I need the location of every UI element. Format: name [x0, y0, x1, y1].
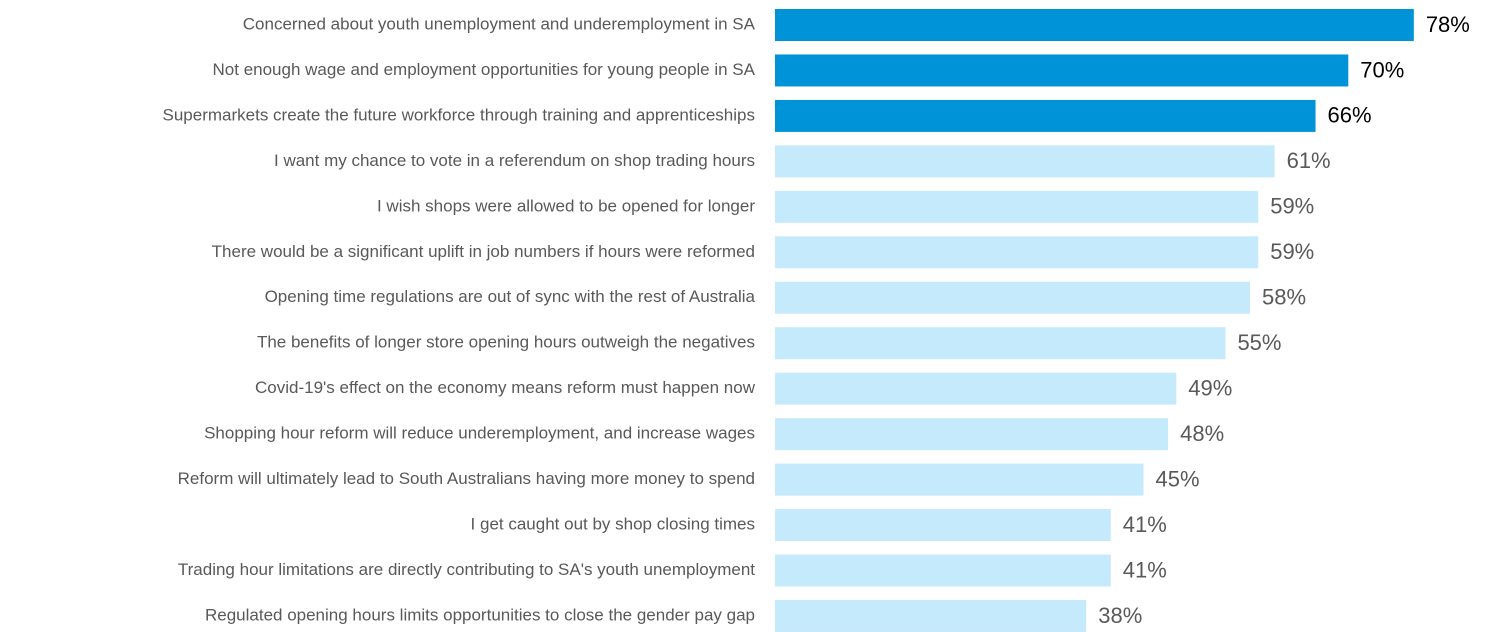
value-label: 59% — [1270, 194, 1314, 219]
bar — [775, 54, 1349, 87]
value-label: 38% — [1098, 603, 1142, 628]
category-label: There would be a significant uplift in j… — [212, 242, 755, 261]
category-label: Not enough wage and employment opportuni… — [213, 60, 756, 79]
category-label: I want my chance to vote in a referendum… — [274, 151, 755, 170]
bar — [775, 463, 1144, 496]
value-label: 48% — [1180, 421, 1224, 446]
bar — [775, 281, 1251, 314]
bar — [775, 145, 1275, 178]
category-label: Regulated opening hours limits opportuni… — [205, 605, 755, 624]
value-label: 58% — [1262, 285, 1306, 310]
category-label: The benefits of longer store opening hou… — [257, 333, 755, 352]
bar — [775, 554, 1111, 587]
value-label: 78% — [1426, 12, 1470, 37]
value-label: 66% — [1328, 103, 1372, 128]
bar — [775, 9, 1414, 41]
value-label: 55% — [1237, 330, 1281, 355]
category-label: I wish shops were allowed to be opened f… — [377, 196, 755, 215]
category-label: Covid-19's effect on the economy means r… — [255, 378, 756, 397]
category-label: Shopping hour reform will reduce underem… — [204, 424, 755, 443]
bar — [775, 327, 1226, 360]
category-label: I get caught out by shop closing times — [471, 515, 755, 534]
category-label: Reform will ultimately lead to South Aus… — [178, 469, 755, 488]
value-label: 41% — [1123, 557, 1167, 582]
category-label: Opening time regulations are out of sync… — [265, 287, 756, 306]
value-label: 70% — [1360, 57, 1404, 82]
bar — [775, 236, 1259, 269]
value-label: 49% — [1188, 375, 1232, 400]
value-label: 41% — [1123, 512, 1167, 537]
value-label: 45% — [1156, 466, 1200, 491]
bar — [775, 418, 1169, 451]
category-label: Concerned about youth unemployment and u… — [243, 14, 756, 33]
category-label: Supermarkets create the future workforce… — [163, 105, 756, 124]
bar — [775, 372, 1177, 405]
bar — [775, 190, 1259, 223]
value-label: 61% — [1287, 148, 1331, 173]
category-label: Trading hour limitations are directly co… — [178, 560, 755, 579]
bar — [775, 509, 1111, 542]
value-label: 59% — [1270, 239, 1314, 264]
bar — [775, 99, 1316, 132]
bar — [775, 599, 1087, 632]
